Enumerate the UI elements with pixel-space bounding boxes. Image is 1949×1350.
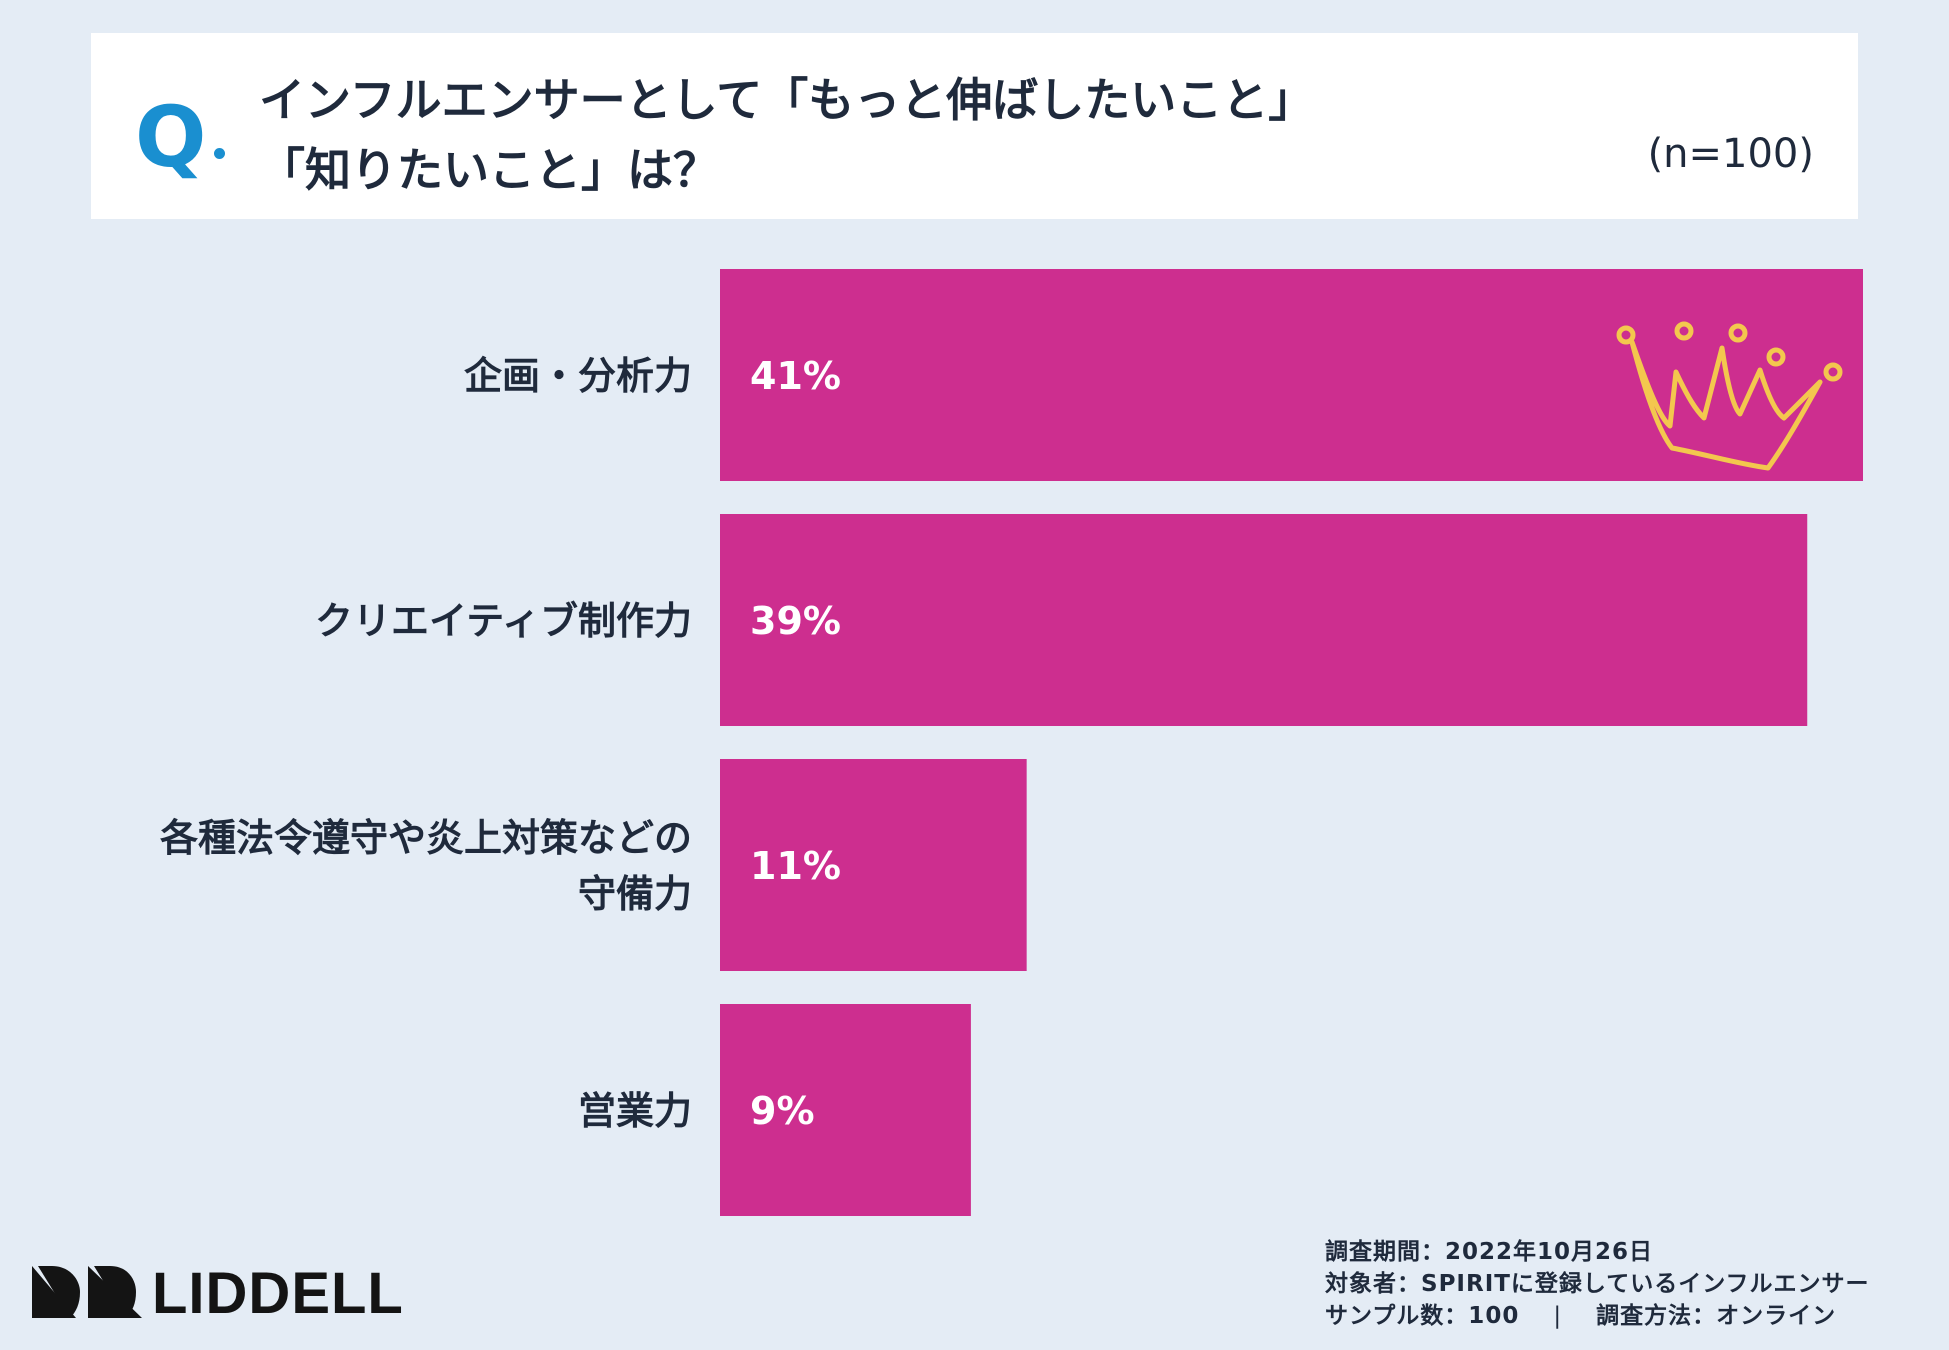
survey-target: 対象者：SPIRITに登録しているインフルエンサー	[1325, 1271, 1870, 1297]
value-label-2: 39%	[750, 599, 841, 643]
logo-text: LIDDELL	[152, 1261, 404, 1326]
q-mark: Q	[135, 88, 207, 186]
category-label-3-line2: 守備力	[578, 872, 692, 916]
question-title-line2: 「知りたいこと」は？	[259, 143, 719, 197]
separator: |	[1553, 1303, 1563, 1329]
sample-size: (n=100)	[1647, 131, 1814, 177]
survey-notes: 調査期間：2022年10月26日 対象者：SPIRITに登録しているインフルエン…	[1325, 1236, 1870, 1332]
question-header: Q インフルエンサーとして「もっと伸ばしたいこと」 「知りたいこと」は？ (n=…	[91, 33, 1858, 219]
bar-3	[720, 759, 1027, 971]
liddell-logo-icon	[32, 1266, 142, 1318]
question-title-line1: インフルエンサーとして「もっと伸ばしたいこと」	[259, 73, 1315, 127]
category-label-4: 営業力	[578, 1089, 692, 1133]
question-title: インフルエンサーとして「もっと伸ばしたいこと」 「知りたいこと」は？	[259, 65, 1314, 205]
survey-sample-method: サンプル数：100 | 調査方法：オンライン	[1325, 1300, 1870, 1332]
q-dot-icon	[214, 148, 225, 159]
value-label-1: 41%	[750, 354, 841, 398]
survey-method: 調査方法：オンライン	[1596, 1303, 1837, 1329]
value-label-4: 9%	[750, 1089, 815, 1133]
category-label-2: クリエイティブ制作力	[315, 599, 692, 643]
crown-icon	[1616, 321, 1843, 471]
bar-2	[720, 514, 1808, 726]
category-label-1: 企画・分析力	[464, 354, 692, 398]
survey-sample-count: サンプル数：100	[1325, 1303, 1520, 1329]
survey-period: 調査期間：2022年10月26日	[1325, 1239, 1654, 1265]
value-label-3: 11%	[750, 844, 841, 888]
bar-4	[720, 1004, 971, 1216]
category-label-3-line1: 各種法令遵守や炎上対策などの	[160, 816, 692, 860]
